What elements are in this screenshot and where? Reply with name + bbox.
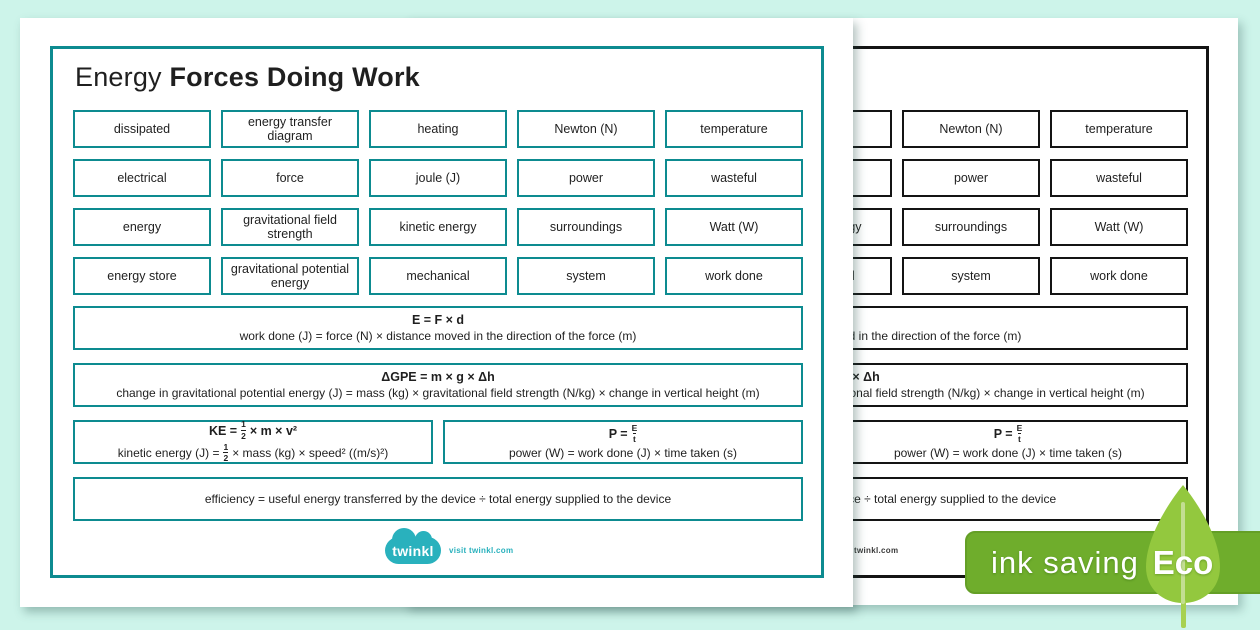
fraction-denominator: 2 (241, 429, 246, 441)
word-card: Newton (N) (902, 110, 1040, 148)
twinkl-branding: twinkl visit twinkl.com (385, 528, 514, 564)
fraction-numerator: E (631, 422, 638, 433)
equation-work-done-box: E = F × d work done (J) = force (N) × di… (73, 306, 803, 350)
equation-gpe-box: ΔGPE = m × g × Δh change in gravitationa… (73, 363, 803, 407)
word-card: heating (369, 110, 507, 148)
work-done-formula: E = F × d (411, 313, 465, 327)
eco-badge-label: Eco (1152, 544, 1214, 581)
title-topic: Energy (75, 62, 162, 92)
word-card: system (902, 257, 1040, 295)
efficiency-description: efficiency = useful energy transferred b… (204, 492, 672, 506)
ke-desc-suffix: × mass (kg) × speed² ((m/s)²) (232, 446, 389, 461)
twinkl-logo-text: twinkl (392, 542, 434, 559)
ke-formula-suffix: × m × v² (249, 423, 298, 438)
equation-efficiency-box: efficiency = useful energy transferred b… (73, 477, 803, 521)
word-card: kinetic energy (369, 208, 507, 246)
word-card: temperature (665, 110, 803, 148)
ink-saving-label: ink saving (991, 544, 1139, 580)
word-mat: Energy Forces Doing Work dissipated ener… (20, 18, 853, 607)
word-card: dissipated (73, 110, 211, 148)
word-card: energy (73, 208, 211, 246)
title-subject: Forces Doing Work (169, 62, 420, 92)
word-card: power (902, 159, 1040, 197)
word-card: surroundings (517, 208, 655, 246)
twinkl-logo-icon: twinkl (385, 528, 441, 564)
gpe-description: change in gravitational potential energy… (116, 386, 760, 400)
ke-desc-prefix: kinetic energy (J) = (117, 446, 220, 461)
word-card: energy store (73, 257, 211, 295)
word-card: gravitational potential energy (221, 257, 359, 295)
power-description: power (W) = work done (J) × time taken (… (508, 446, 738, 461)
work-done-description: work done (J) = force (N) × distance mov… (239, 329, 637, 343)
fraction-numerator: 1 (241, 419, 246, 430)
twinkl-tagline: visit twinkl.com (834, 546, 899, 555)
word-card: joule (J) (369, 159, 507, 197)
word-card: work done (665, 257, 803, 295)
page-title: Energy Forces Doing Work (75, 62, 420, 93)
fraction-numerator: 1 (223, 442, 229, 452)
twinkl-tagline: visit twinkl.com (449, 546, 514, 555)
sheet-colour: Energy Forces Doing Work dissipated ener… (20, 18, 853, 607)
word-card: power (517, 159, 655, 197)
word-card: wasteful (1050, 159, 1188, 197)
word-card: energy transfer diagram (221, 110, 359, 148)
word-card: mechanical (369, 257, 507, 295)
word-card: electrical (73, 159, 211, 197)
eco-leaf-icon (1146, 485, 1220, 628)
gpe-formula: ΔGPE = m × g × Δh (381, 370, 495, 384)
power-description: power (W) = work done (J) × time taken (… (893, 446, 1123, 461)
word-card: gravitational field strength (221, 208, 359, 246)
word-card: temperature (1050, 110, 1188, 148)
word-card: system (517, 257, 655, 295)
fraction-numerator: E (1016, 422, 1023, 433)
word-card: Watt (W) (1050, 208, 1188, 246)
word-grid: dissipated energy transfer diagram heati… (73, 110, 803, 295)
fraction-denominator: 2 (223, 452, 229, 464)
power-formula-prefix: P = (993, 427, 1013, 441)
word-card: Watt (W) (665, 208, 803, 246)
power-formula-prefix: P = (608, 427, 628, 441)
fraction-denominator: t (1018, 433, 1021, 444)
fraction-denominator: t (633, 433, 636, 444)
word-card: wasteful (665, 159, 803, 197)
word-card: Newton (N) (517, 110, 655, 148)
mat-border-frame (50, 46, 824, 578)
word-card: force (221, 159, 359, 197)
word-card: work done (1050, 257, 1188, 295)
ke-formula-prefix: KE = (208, 423, 238, 438)
word-card: surroundings (902, 208, 1040, 246)
